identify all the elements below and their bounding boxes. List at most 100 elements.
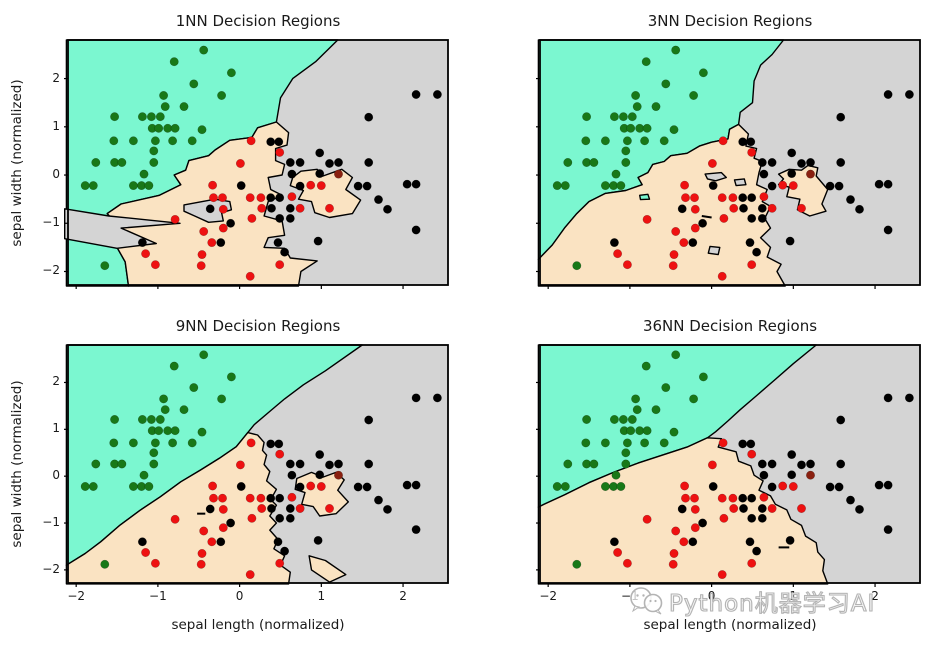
data-point-black — [275, 193, 285, 203]
data-point-black — [787, 470, 797, 480]
data-point-black — [285, 158, 295, 167]
data-point-green — [159, 394, 169, 404]
data-point-red — [287, 492, 297, 502]
data-point-black — [266, 439, 276, 449]
data-point-black — [757, 213, 767, 223]
data-point-green — [146, 112, 156, 122]
data-point-green — [110, 415, 120, 424]
plot-border — [539, 39, 921, 286]
data-point-green — [189, 383, 199, 393]
data-point-red — [707, 159, 717, 168]
data-point-red — [788, 482, 798, 491]
data-point-green — [621, 158, 631, 167]
data-point-red — [247, 213, 257, 223]
data-point-black — [295, 181, 305, 191]
data-point-red — [209, 193, 218, 203]
data-point-red — [668, 559, 678, 569]
data-point-black — [285, 203, 295, 213]
data-point-black — [280, 546, 290, 556]
data-point-green — [128, 438, 138, 448]
data-point-green — [149, 459, 159, 469]
data-point-black — [287, 169, 297, 179]
x-tick-label: −2 — [67, 589, 86, 603]
data-point-black — [825, 482, 835, 492]
data-point-green — [168, 136, 178, 146]
data-point-black — [738, 193, 748, 203]
data-point-green — [669, 125, 679, 135]
x-axis-label-left: sepal length (normalized) — [171, 617, 345, 633]
data-point-black — [383, 204, 392, 214]
data-point-green — [139, 470, 149, 480]
data-point-green — [698, 372, 708, 382]
x-axis-label-right: sepal length (normalized) — [643, 617, 817, 633]
data-point-black — [274, 137, 284, 147]
data-point-red — [642, 514, 652, 524]
data-point-red — [150, 558, 160, 568]
decision-region-gray — [704, 171, 728, 182]
data-point-green — [572, 261, 582, 271]
data-point-red — [316, 482, 326, 491]
data-point-red — [613, 548, 623, 557]
data-point-green — [632, 102, 642, 112]
data-point-red — [668, 261, 678, 271]
plot-canvas-36nn — [536, 344, 921, 587]
data-point-black — [834, 181, 844, 191]
data-point-red — [719, 513, 729, 523]
data-point-darkred — [334, 169, 343, 179]
data-point-black — [767, 459, 777, 469]
data-point-green — [600, 181, 610, 191]
data-point-red — [747, 449, 757, 459]
data-point-red — [680, 481, 690, 491]
data-point-black — [432, 393, 442, 403]
data-point-black — [787, 450, 797, 460]
data-point-red — [218, 493, 227, 503]
data-point-black — [883, 480, 893, 490]
data-point-black — [411, 90, 421, 99]
data-point-green — [91, 158, 101, 167]
data-point-black — [313, 236, 323, 246]
data-point-black — [334, 459, 343, 469]
data-point-green — [651, 405, 661, 415]
data-point-red — [170, 514, 180, 524]
data-point-black — [216, 537, 226, 547]
data-point-black — [313, 535, 323, 545]
data-point-green — [128, 136, 138, 146]
data-point-black — [411, 179, 421, 189]
x-tick-label: 1 — [317, 589, 326, 603]
data-point-black — [688, 238, 698, 248]
data-point-red — [275, 147, 285, 157]
data-point-green — [642, 426, 652, 436]
data-point-green — [144, 482, 154, 491]
data-point-green — [137, 181, 146, 191]
x-tick-label: 0 — [235, 589, 244, 603]
data-point-black — [334, 158, 343, 167]
data-point-green — [563, 158, 573, 167]
data-point-green — [698, 68, 708, 78]
data-point-green — [661, 79, 671, 89]
data-point-green — [600, 136, 610, 146]
data-point-red — [325, 203, 334, 213]
data-point-black — [904, 393, 914, 403]
data-point-black — [759, 169, 769, 179]
data-point-green — [117, 158, 127, 167]
data-point-green — [632, 405, 642, 415]
y-tick-label: −2 — [42, 263, 60, 278]
data-point-red — [717, 193, 727, 203]
data-point-green — [618, 112, 628, 122]
data-point-red — [218, 504, 228, 514]
decision-region-gray — [707, 245, 721, 256]
data-point-black — [364, 459, 374, 469]
data-point-green — [137, 112, 147, 122]
data-point-red — [197, 549, 207, 558]
data-point-green — [187, 438, 197, 448]
data-point-green — [155, 415, 165, 424]
data-point-black — [295, 158, 305, 167]
data-point-green — [582, 112, 592, 122]
data-point-black — [353, 181, 363, 191]
data-point-black — [325, 159, 334, 168]
data-point-black — [411, 525, 421, 535]
data-point-green — [616, 482, 626, 491]
data-point-green — [128, 482, 138, 491]
data-point-red — [690, 523, 700, 533]
data-point-green — [139, 169, 149, 179]
